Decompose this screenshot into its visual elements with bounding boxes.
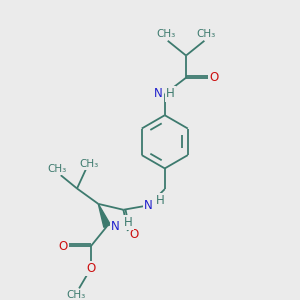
Text: N: N (111, 220, 120, 232)
Text: CH₃: CH₃ (80, 159, 99, 169)
Text: H: H (166, 88, 175, 100)
Text: CH₃: CH₃ (196, 29, 215, 39)
Text: O: O (86, 262, 95, 275)
Text: CH₃: CH₃ (157, 29, 176, 39)
Text: O: O (130, 227, 139, 241)
Polygon shape (98, 204, 110, 227)
Text: CH₃: CH₃ (67, 290, 86, 300)
Text: N: N (154, 88, 163, 100)
Text: N: N (144, 199, 153, 212)
Text: O: O (58, 240, 68, 253)
Text: O: O (209, 71, 219, 84)
Text: H: H (155, 194, 164, 207)
Text: CH₃: CH₃ (48, 164, 67, 174)
Text: H: H (124, 216, 133, 229)
